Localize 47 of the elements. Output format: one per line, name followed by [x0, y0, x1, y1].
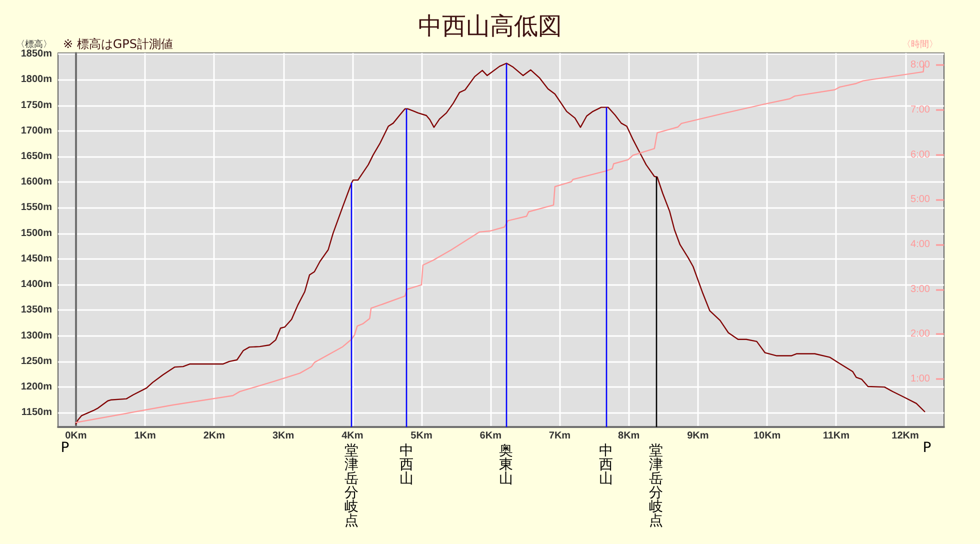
y-tick-label: 1300m: [20, 330, 52, 342]
x-tick-label: 5Km: [410, 430, 432, 442]
y2-tick-label: 1:00: [910, 374, 930, 385]
y2-tick-label: 7:00: [910, 104, 930, 116]
y-tick-label: 1200m: [20, 382, 52, 393]
y-tick-label: 1700m: [20, 125, 52, 136]
ref-line-label: 奥東山: [498, 443, 513, 487]
y-tick-label: 1150m: [21, 407, 52, 418]
y2-tick-label: 8:00: [910, 60, 930, 71]
y-tick-label: 1650m: [20, 150, 52, 162]
text: P: [922, 440, 932, 456]
y-tick-label: 1850m: [20, 48, 52, 60]
x-tick-label: 3Km: [272, 430, 294, 442]
y-axis-title: 〈標高〉: [16, 39, 52, 50]
y-tick-label: 1800m: [20, 74, 52, 86]
y-tick-label: 1750m: [20, 100, 52, 111]
x-tick-label: 4Km: [342, 430, 364, 442]
x-tick-label: 1Km: [134, 430, 156, 442]
chart-title: 中西山高低図: [418, 12, 562, 40]
y-tick-label: 1450m: [20, 253, 52, 264]
x-tick-label: 10Km: [753, 430, 781, 442]
ref-line-label: 中西山: [399, 443, 414, 487]
y-tick-label: 1250m: [20, 356, 52, 367]
text: ※ 標高はGPS計測値: [63, 37, 174, 51]
y-tick-label: 1600m: [20, 176, 52, 188]
x-tick-label: 11Km: [822, 430, 850, 442]
x-tick-label: 9Km: [687, 430, 709, 442]
y2-axis-title: 〈時間〉: [902, 39, 938, 50]
y2-tick-label: 2:00: [910, 328, 930, 340]
y-tick-label: 1350m: [20, 304, 52, 316]
y2-tick-label: 4:00: [910, 238, 930, 250]
x-tick-label: 8Km: [618, 430, 640, 442]
ref-line-label: 中西山: [599, 443, 614, 487]
x-tick-label: 7Km: [548, 430, 571, 442]
ref-line-label: 堂津岳分岐点: [344, 443, 359, 529]
y-tick-label: 1500m: [20, 228, 52, 239]
x-tick-label: 6Km: [480, 430, 502, 442]
y2-tick-label: 5:00: [910, 194, 930, 206]
x-tick-label: 0Km: [65, 430, 87, 442]
x-tick-label: 12Km: [892, 430, 920, 442]
x-tick-label: 2Km: [203, 430, 226, 442]
y2-tick-label: 6:00: [910, 149, 930, 160]
y2-tick-label: 3:00: [910, 284, 930, 295]
text: P: [60, 440, 70, 456]
ref-line-label: 堂津岳分岐点: [648, 443, 663, 529]
y-tick-label: 1400m: [20, 279, 52, 290]
y-tick-label: 1550m: [20, 202, 52, 214]
